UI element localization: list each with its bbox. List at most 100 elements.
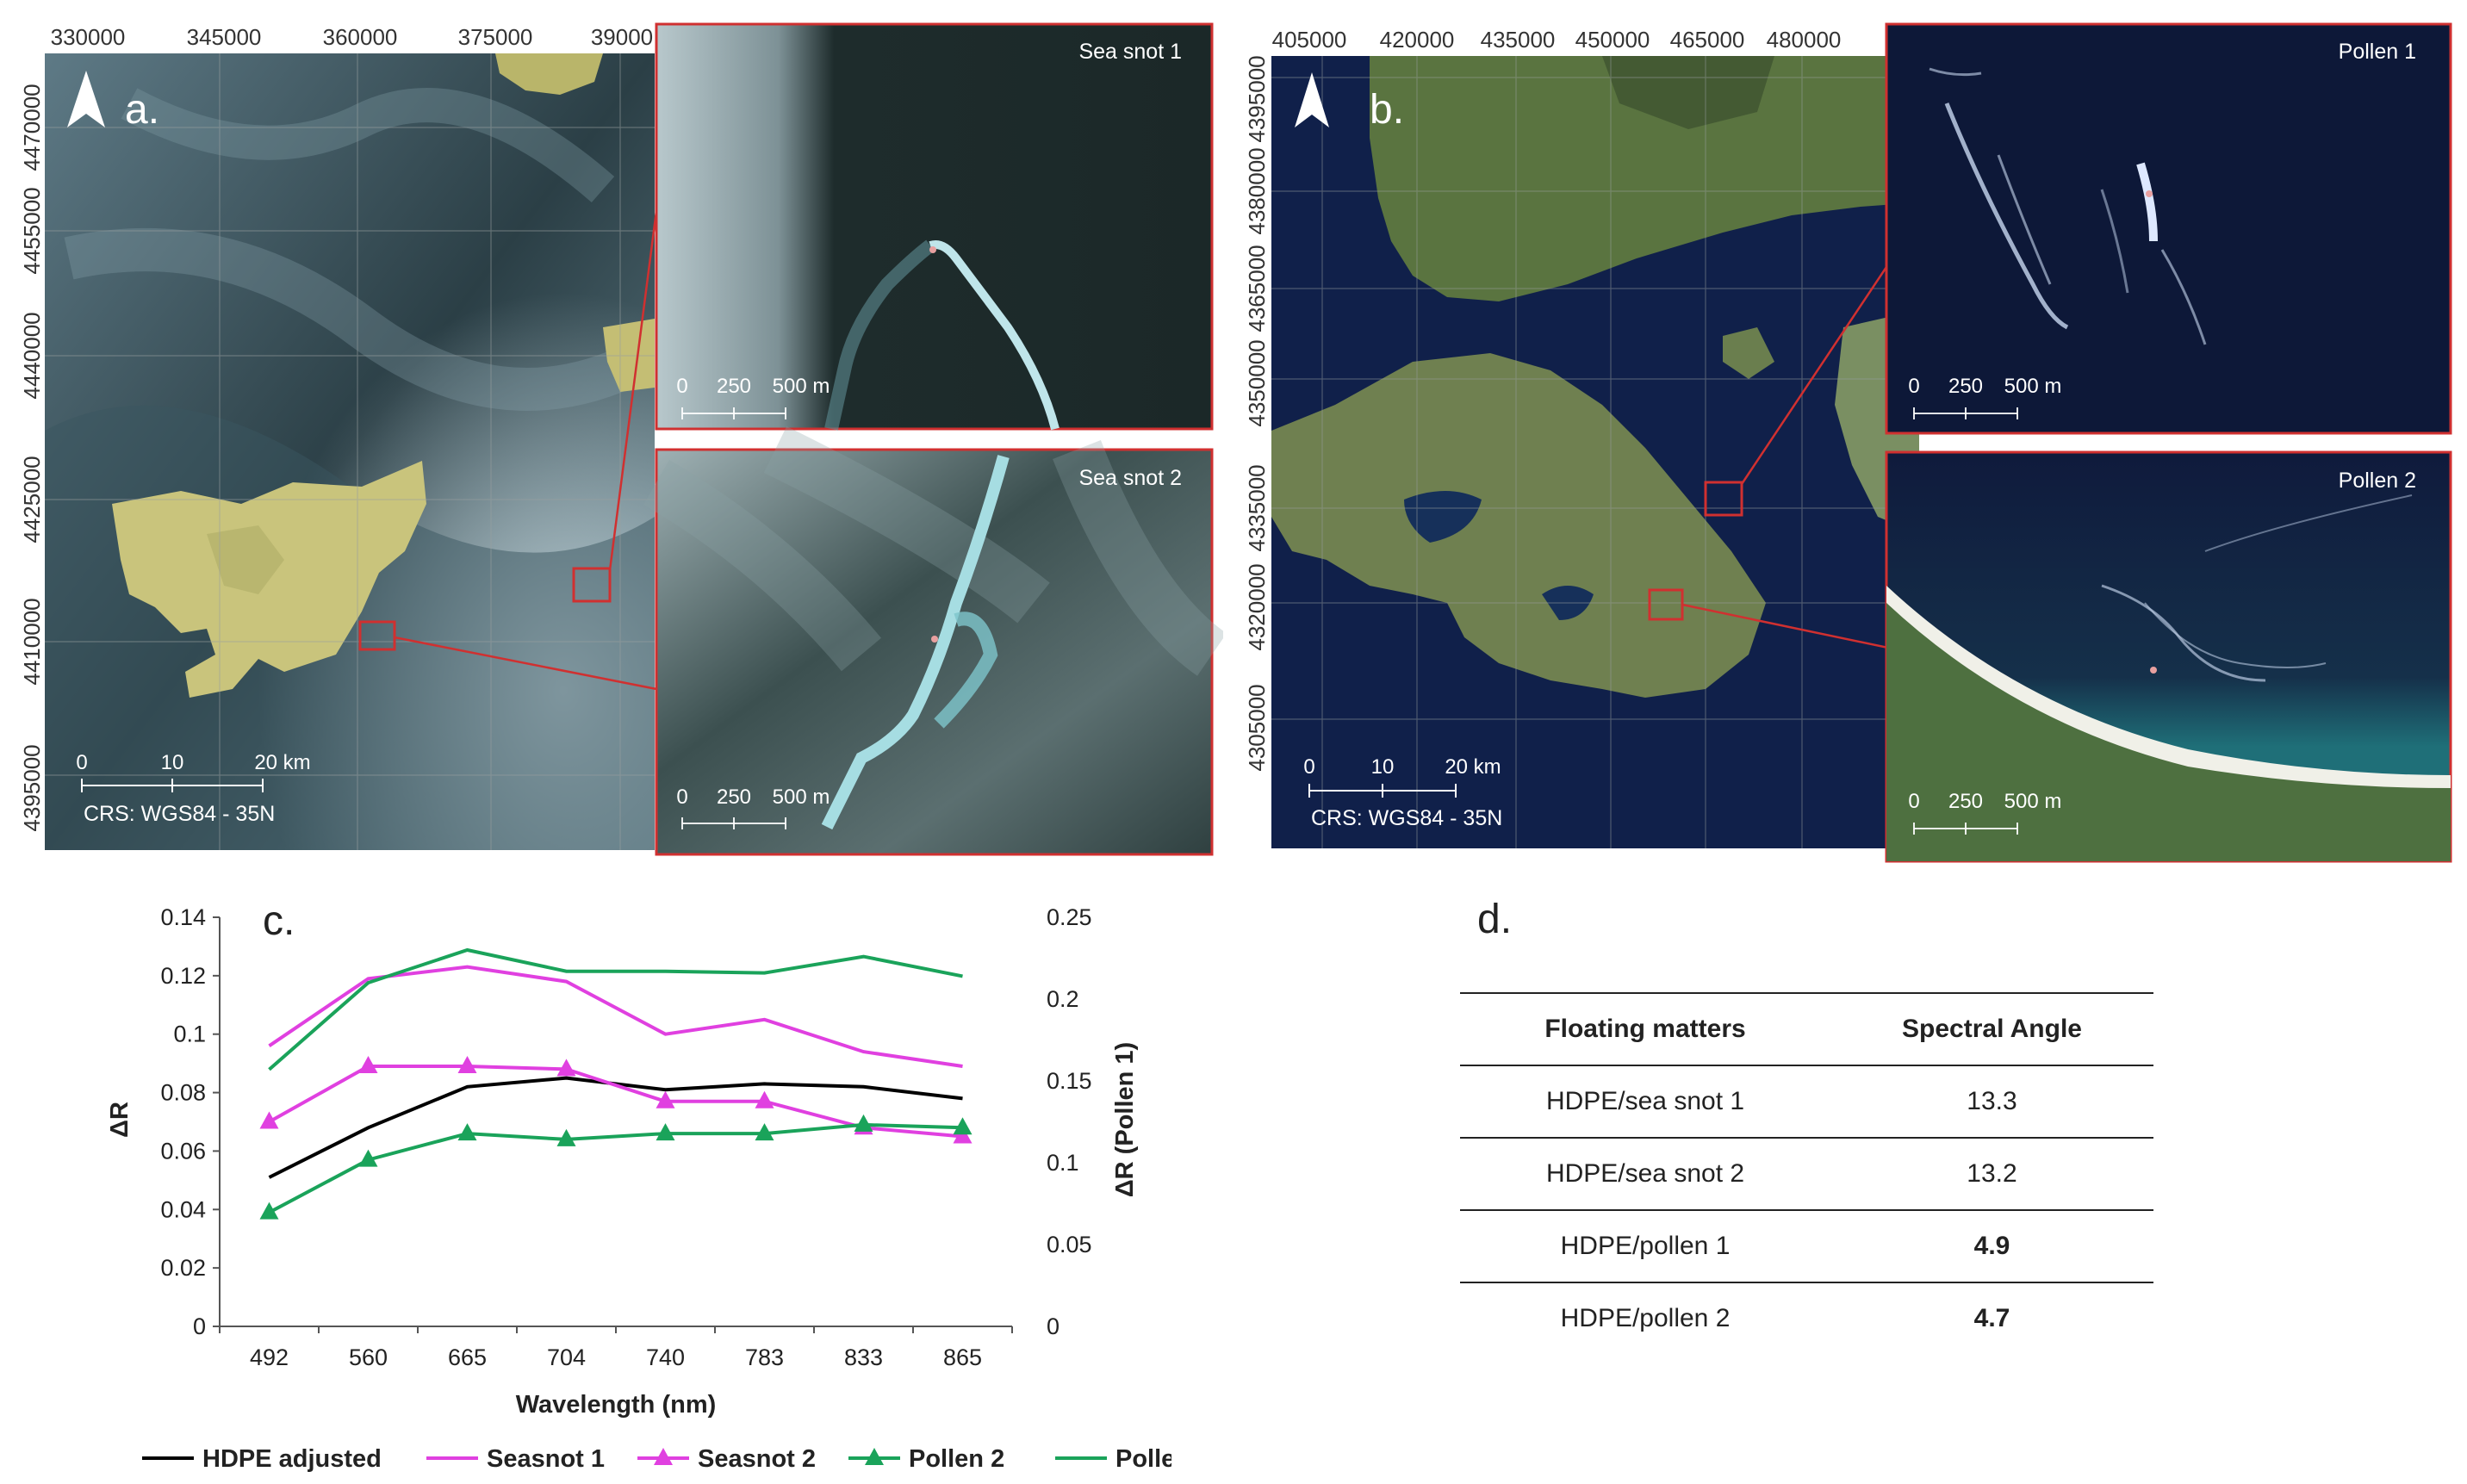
scale-label: 20 km bbox=[254, 751, 310, 774]
table-row: HDPE/sea snot 1 13.3 bbox=[1460, 1066, 2153, 1139]
map-a-y-tick: 4395000 bbox=[19, 744, 45, 831]
table-row: HDPE/sea snot 2 13.2 bbox=[1460, 1139, 2153, 1211]
series-point-seasnot-2 bbox=[457, 1056, 477, 1074]
map-b-y-tick: 4380000 bbox=[1244, 147, 1270, 234]
scale-label: 500 m bbox=[773, 375, 830, 398]
panel-b-grid bbox=[1271, 56, 1919, 848]
table-cell-angle: 13.3 bbox=[1967, 1087, 2017, 1115]
map-b-y-tick: 4365000 bbox=[1244, 245, 1270, 332]
series-point-pollen-2 bbox=[656, 1123, 675, 1141]
panel-b-map: 405000 420000 435000 450000 465000 48000… bbox=[1244, 22, 2452, 863]
scale-label: 0 bbox=[1908, 790, 1919, 813]
legend-label: HDPE adjusted bbox=[202, 1445, 382, 1473]
scale-label: 250 bbox=[1948, 375, 1983, 398]
inset-sea-snot-2: Sea snot 2 0 250 500 m bbox=[643, 426, 1223, 856]
chart-x-tick-label: 492 bbox=[250, 1344, 289, 1370]
scale-label: 0 bbox=[1908, 375, 1919, 398]
legend-label: Seasnot 1 bbox=[487, 1445, 605, 1473]
table-row: HDPE/pollen 1 4.9 bbox=[1460, 1211, 2153, 1283]
table-cell-angle: 4.9 bbox=[1973, 1232, 2010, 1260]
map-b-x-tick: 465000 bbox=[1670, 27, 1745, 53]
table-cell-matter: HDPE/sea snot 2 bbox=[1545, 1159, 1745, 1188]
series-point-pollen-2 bbox=[755, 1123, 774, 1141]
panel-a-grid bbox=[45, 53, 655, 850]
scale-label: 20 km bbox=[1445, 755, 1501, 779]
map-a-x-tick: 39000 bbox=[591, 24, 653, 50]
series-point-seasnot-2 bbox=[755, 1090, 774, 1108]
series-line-pollen-2 bbox=[268, 1122, 963, 1214]
inset-title: Pollen 2 bbox=[2339, 469, 2416, 493]
table-cell-matter: HDPE/sea snot 1 bbox=[1545, 1087, 1745, 1115]
legend-marker-pollen-2 bbox=[865, 1448, 884, 1465]
chart-y-tick-label: 0 bbox=[193, 1313, 206, 1339]
map-b-x-tick: 405000 bbox=[1272, 27, 1347, 53]
chart-x-tick-label: 704 bbox=[547, 1344, 586, 1370]
panel-letter-a: a. bbox=[125, 87, 159, 133]
spectral-angle-table: Floating matters Spectral Angle HDPE/sea… bbox=[1460, 992, 2153, 1354]
chart-y2-tick-label: 0.25 bbox=[1047, 904, 1092, 930]
table-cell-matter: HDPE/pollen 2 bbox=[1560, 1304, 1731, 1332]
table-cell-angle: 4.7 bbox=[1973, 1304, 2010, 1332]
map-a-scale-bar bbox=[81, 779, 264, 792]
series-point-pollen-2 bbox=[259, 1201, 279, 1220]
inset-title: Sea snot 2 bbox=[1078, 466, 1182, 490]
inset-sea-snot-1: Sea snot 1 0 250 500 m bbox=[655, 22, 1214, 431]
map-a-x-tick: 345000 bbox=[187, 24, 262, 50]
chart-x-tick-label: 665 bbox=[448, 1344, 487, 1370]
series-point-pollen-2 bbox=[457, 1123, 477, 1141]
panel-letter-d: d. bbox=[1477, 897, 1513, 942]
chart-y2-tick-label: 0 bbox=[1047, 1313, 1060, 1339]
panel-c-chart: c. ΔR ΔR (Pollen 1) Wavelength (nm) 0 0.0… bbox=[106, 898, 1139, 1419]
chart-y-tick-label: 0.14 bbox=[160, 904, 206, 930]
chart-ylabel-right: ΔR (Pollen 1) bbox=[1111, 1042, 1139, 1197]
crs-label: CRS: WGS84 - 35N bbox=[1311, 806, 1502, 830]
series-point-pollen-2 bbox=[854, 1114, 873, 1132]
chart-y2-tick-label: 0.05 bbox=[1047, 1232, 1092, 1257]
panel-letter-b: b. bbox=[1370, 87, 1404, 133]
map-b-y-tick: 4395000 bbox=[1244, 55, 1270, 142]
chart-x-tick-label: 833 bbox=[844, 1344, 883, 1370]
chart-ylabel-left: ΔR bbox=[106, 1102, 134, 1138]
inset-title: Pollen 1 bbox=[2339, 40, 2416, 64]
north-arrow-icon bbox=[67, 71, 105, 127]
scale-label: 10 bbox=[161, 751, 184, 774]
chart-x-tick-label: 865 bbox=[943, 1344, 982, 1370]
chart-y-tick-label: 0.08 bbox=[160, 1080, 206, 1106]
table-header-row: Floating matters Spectral Angle bbox=[1460, 994, 2153, 1066]
chart-y2-tick-label: 0.15 bbox=[1047, 1068, 1092, 1094]
panel-letter-c: c. bbox=[263, 898, 295, 944]
series-point-seasnot-2 bbox=[953, 1126, 973, 1144]
table-header-cell: Spectral Angle bbox=[1902, 1015, 2082, 1043]
map-a-x-tick: 375000 bbox=[458, 24, 533, 50]
scale-label: 500 m bbox=[2004, 790, 2062, 813]
inset-pollen-1: Pollen 1 0 250 500 m bbox=[1885, 22, 2452, 435]
scale-label: 10 bbox=[1371, 755, 1395, 779]
map-b-y-tick: 4350000 bbox=[1244, 339, 1270, 426]
scale-label: 0 bbox=[76, 751, 87, 774]
legend-label: Pollen 1 bbox=[1115, 1445, 1171, 1473]
scale-label: 0 bbox=[676, 785, 687, 809]
series-point-seasnot-2 bbox=[259, 1111, 279, 1129]
chart-y2-tick-label: 0.1 bbox=[1047, 1150, 1079, 1176]
series-line-pollen-1 bbox=[268, 947, 963, 1071]
scale-label: 500 m bbox=[2004, 375, 2062, 398]
map-b-x-tick: 450000 bbox=[1575, 27, 1650, 53]
series-line-seasnot-2 bbox=[268, 1065, 963, 1139]
land-north bbox=[1370, 56, 1919, 301]
chart-y2-tick-label: 0.2 bbox=[1047, 986, 1079, 1012]
table-cell-matter: HDPE/pollen 1 bbox=[1560, 1232, 1731, 1260]
map-b-y-tick: 4335000 bbox=[1244, 464, 1270, 551]
scale-label: 250 bbox=[717, 375, 751, 398]
table-cell-angle: 13.2 bbox=[1967, 1159, 2017, 1188]
series-point-pollen-2 bbox=[953, 1117, 973, 1135]
map-b-x-tick: 435000 bbox=[1481, 27, 1556, 53]
map-b-scale-bar bbox=[1308, 784, 1457, 798]
table-top-rule bbox=[1460, 992, 2153, 994]
chart-x-tick-label: 740 bbox=[646, 1344, 685, 1370]
inset-marker-box bbox=[1704, 481, 1743, 517]
legend-marker-seasnot-2 bbox=[654, 1448, 673, 1465]
map-a-y-tick: 4425000 bbox=[19, 456, 45, 543]
scale-label: 250 bbox=[1948, 790, 1983, 813]
chart-y-tick-label: 0.12 bbox=[160, 963, 206, 989]
map-a-x-tick: 360000 bbox=[323, 24, 398, 50]
